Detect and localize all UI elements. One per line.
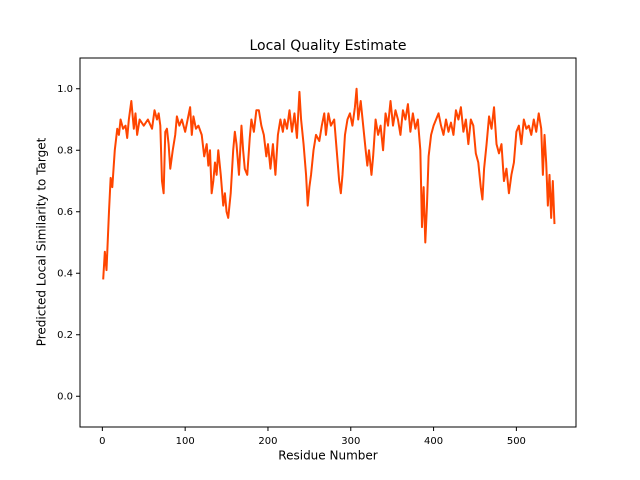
y-tick-label: 0.4 [57,268,73,279]
data-line [102,87,556,280]
y-tick-label: 0.2 [57,330,73,341]
y-tick-label: 0.0 [57,391,73,402]
x-tick-label: 400 [424,436,443,447]
x-tick-label: 0 [99,436,105,447]
plot-frame [79,57,577,428]
x-tick-label: 100 [176,436,195,447]
y-tick-label: 1.0 [57,84,73,95]
y-tick-label: 0.6 [57,207,73,218]
x-tick-label: 200 [258,436,277,447]
x-axis-label: Residue Number [278,449,377,463]
y-tick-label: 0.8 [57,145,73,156]
chart-title: Local Quality Estimate [249,38,406,54]
x-tick-label: 300 [341,436,360,447]
y-axis-label: Predicted Local Similarity to Target [35,137,49,346]
x-tick-label: 500 [507,436,526,447]
